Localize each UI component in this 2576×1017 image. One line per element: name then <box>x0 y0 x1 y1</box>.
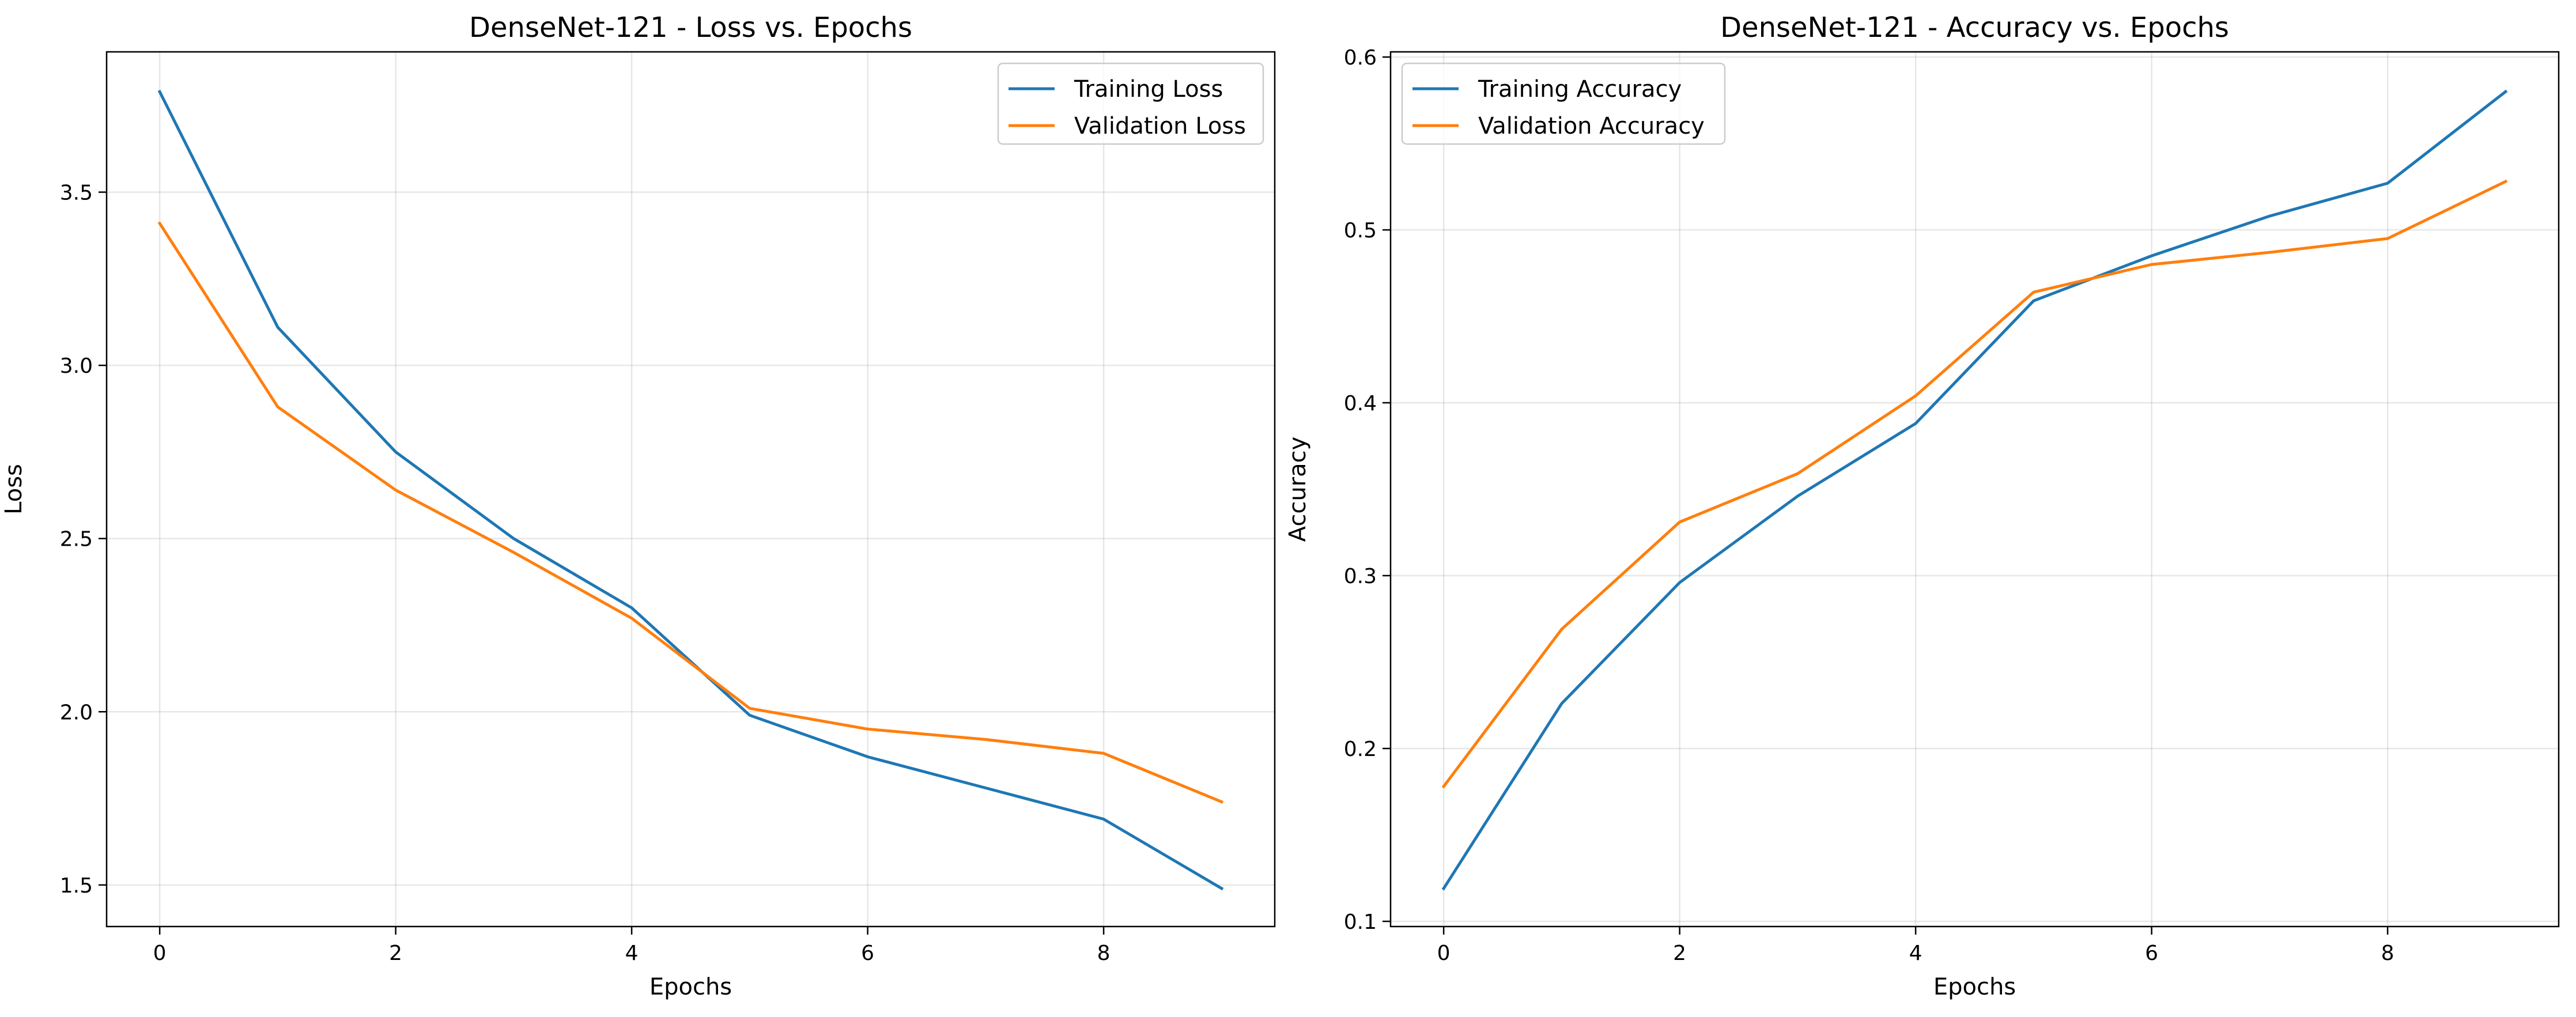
loss-y-tick-label: 2.0 <box>60 701 93 724</box>
accuracy-plot-frame <box>1389 51 2560 928</box>
loss-y-tick-label: 3.5 <box>60 181 93 205</box>
accuracy-legend-frame <box>1401 62 1726 145</box>
accuracy-y-tick-label: 0.1 <box>1344 910 1377 934</box>
accuracy-y-tick-label: 0.6 <box>1344 46 1377 70</box>
loss-legend-label: Validation Loss <box>1074 113 1246 139</box>
loss-y-tick-label: 1.5 <box>60 874 93 898</box>
accuracy-y-axis-label: Accuracy <box>1285 437 1311 542</box>
accuracy-chart: 0 2 4 6 8 0.1 0.2 0.3 0.4 0.5 0.6 DenseNet-121 - Ac… <box>1285 12 2560 1000</box>
accuracy-series-training-line <box>1441 89 2508 891</box>
loss-legend-label: Training Loss <box>1074 76 1223 103</box>
loss-plot-frame <box>105 51 1276 928</box>
loss-chart-title: DenseNet-121 - Loss vs. Epochs <box>469 12 912 44</box>
loss-x-tick-label: 2 <box>389 942 402 965</box>
accuracy-y-tick-label: 0.4 <box>1344 392 1377 415</box>
accuracy-legend: Training Accuracy Validation Accuracy <box>1401 62 1726 145</box>
accuracy-x-axis-label: Epochs <box>1933 974 2016 1000</box>
loss-chart: 0 2 4 6 8 1.5 2.0 2.5 3.0 3.5 DenseNet-121 - Loss … <box>1 12 1276 1000</box>
accuracy-x-tick-label: 6 <box>2145 942 2158 965</box>
accuracy-legend-label: Training Accuracy <box>1478 76 1682 103</box>
loss-legend: Training Loss Validation Loss <box>997 62 1264 145</box>
loss-series-validation-line <box>157 221 1224 804</box>
accuracy-legend-label: Validation Accuracy <box>1478 113 1705 139</box>
loss-y-tick-label: 3.0 <box>60 354 93 378</box>
loss-y-tick-label: 2.5 <box>60 528 93 551</box>
accuracy-x-tick-label: 4 <box>1909 942 1922 965</box>
loss-x-tick-label: 6 <box>861 942 874 965</box>
accuracy-chart-title: DenseNet-121 - Accuracy vs. Epochs <box>1720 12 2229 44</box>
accuracy-series-validation-line <box>1441 179 2508 789</box>
loss-x-axis-label: Epochs <box>649 974 732 1000</box>
accuracy-y-tick-label: 0.5 <box>1344 219 1377 243</box>
accuracy-x-tick-label: 8 <box>2381 942 2394 965</box>
accuracy-x-tick-label: 2 <box>1673 942 1686 965</box>
loss-x-tick-label: 8 <box>1097 942 1111 965</box>
loss-x-tick-label: 0 <box>153 942 167 965</box>
accuracy-y-tick-label: 0.2 <box>1344 738 1377 761</box>
accuracy-x-tick-label: 0 <box>1437 942 1451 965</box>
loss-x-tick-label: 4 <box>625 942 639 965</box>
loss-y-axis-label: Loss <box>1 464 27 515</box>
loss-legend-frame <box>997 62 1264 145</box>
loss-series-training-line <box>157 89 1224 891</box>
accuracy-y-tick-label: 0.3 <box>1344 565 1377 588</box>
